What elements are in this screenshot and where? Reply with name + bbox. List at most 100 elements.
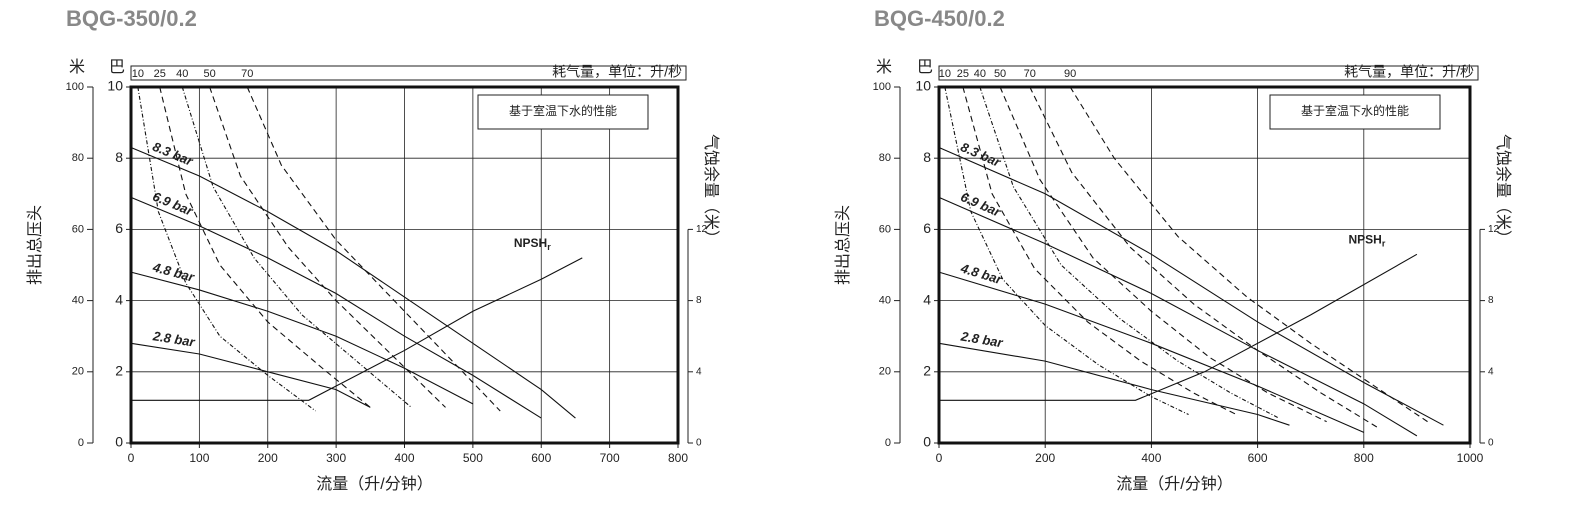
- y3-tick-label: 80: [72, 152, 84, 164]
- y3-tick-label: 100: [873, 81, 891, 93]
- curve-label: 4.8 bar: [958, 260, 1004, 287]
- y2-tick-label: 4: [1488, 366, 1494, 377]
- x-tick-label: 600: [531, 451, 551, 465]
- x-tick-label: 1000: [1457, 451, 1484, 465]
- note: 基于室温下水的性能: [1301, 103, 1409, 118]
- air-label: 25: [957, 68, 969, 80]
- curve: [939, 253, 1418, 401]
- air-label: 10: [132, 68, 144, 80]
- x-tick-label: 400: [1141, 451, 1161, 465]
- curve-label: NPSHr: [514, 236, 551, 252]
- top-scale-box: [130, 65, 687, 81]
- curve: [209, 86, 446, 408]
- y-axis-title: 排出总压头: [26, 205, 44, 285]
- curve: [1029, 86, 1381, 430]
- curve: [131, 257, 583, 401]
- y-tick-label: 0: [115, 434, 123, 450]
- y2-axis-title: 气蚀余量（米）: [1494, 134, 1513, 246]
- curve: [181, 86, 412, 408]
- x-tick-label: 600: [1248, 451, 1268, 465]
- x-tick-label: 100: [189, 451, 209, 465]
- x-tick-label: 800: [668, 451, 688, 465]
- air-label: 90: [1064, 68, 1076, 80]
- y2-tick-label: 12: [696, 224, 708, 235]
- curve: [999, 86, 1327, 423]
- y-tick-label: 4: [923, 291, 931, 307]
- air-label: 50: [994, 68, 1006, 80]
- curve-label: 2.8 bar: [151, 328, 197, 350]
- y-tick-label: 6: [115, 220, 123, 236]
- y-tick-label: 2: [115, 363, 123, 379]
- y2-tick-label: 0: [696, 438, 702, 449]
- curve: [938, 271, 1365, 433]
- y-axis-title: 排出总压头: [834, 205, 852, 285]
- y-tick-label: 10: [915, 78, 931, 94]
- air-label: 10: [939, 68, 951, 80]
- y2-tick-label: 12: [1488, 224, 1500, 235]
- air-label: 50: [204, 68, 216, 80]
- x-tick-label: 200: [1035, 451, 1055, 465]
- curve: [130, 196, 542, 419]
- curve-label: 4.8 bar: [150, 259, 196, 285]
- air-label: 40: [176, 68, 188, 80]
- curve-label-subscript: r: [547, 242, 551, 252]
- x-tick-label: 800: [1354, 451, 1374, 465]
- y-tick-label: 4: [115, 291, 123, 307]
- y2-axis-title: 气蚀余量（米）: [702, 134, 721, 246]
- y3-tick-label: 40: [879, 295, 891, 307]
- curve: [938, 342, 1290, 426]
- air-label: 70: [241, 68, 253, 80]
- y-tick-label: 6: [923, 220, 931, 236]
- curve: [938, 147, 1444, 426]
- curve: [137, 86, 316, 412]
- curve-label-name: NPSH: [1348, 232, 1381, 246]
- curve-label-name: NPSH: [514, 236, 547, 250]
- y-tick-label: 8: [923, 149, 931, 165]
- chart-title: BQG-350/0.2: [66, 6, 197, 31]
- x-tick-label: 400: [394, 451, 414, 465]
- note: 基于室温下水的性能: [509, 103, 617, 118]
- y3-unit: 米: [69, 58, 85, 76]
- top-scale-label: 耗气量，单位：升/秒: [552, 64, 682, 80]
- curve: [130, 147, 576, 419]
- curve-label-subscript: r: [1382, 239, 1386, 249]
- plot-border: [937, 85, 1472, 445]
- x-tick-label: 300: [326, 451, 346, 465]
- y2-tick-label: 0: [1488, 438, 1494, 449]
- top-scale-box: [938, 65, 1479, 81]
- note-box: [477, 94, 649, 130]
- curve: [1069, 86, 1428, 423]
- y-tick-label: 2: [923, 363, 931, 379]
- chart-title: BQG-450/0.2: [874, 6, 1005, 31]
- y3-unit: 米: [876, 58, 892, 76]
- x-tick-label: 0: [936, 451, 943, 465]
- top-scale-label: 耗气量，单位：升/秒: [1344, 64, 1474, 80]
- curve: [246, 86, 501, 412]
- curve: [944, 86, 1189, 416]
- note-box: [1269, 94, 1441, 130]
- curve: [159, 86, 371, 408]
- y3-tick-label: 60: [879, 223, 891, 235]
- y-unit: 巴: [109, 59, 125, 76]
- curve: [938, 196, 1418, 437]
- x-tick-label: 200: [258, 451, 278, 465]
- y3-tick-label: 20: [879, 366, 891, 378]
- curve: [962, 86, 1237, 416]
- air-label: 25: [154, 68, 166, 80]
- y-unit: 巴: [917, 59, 933, 76]
- y3-tick-label: 100: [66, 81, 84, 93]
- y3-tick-label: 0: [885, 437, 891, 449]
- x-tick-label: 0: [128, 451, 135, 465]
- y3-tick-label: 40: [72, 295, 84, 307]
- curve-label: NPSHr: [1348, 232, 1385, 248]
- y-tick-label: 10: [107, 78, 123, 94]
- curve: [130, 342, 371, 408]
- y-tick-label: 0: [923, 434, 931, 450]
- air-label: 70: [1024, 68, 1036, 80]
- y3-tick-label: 80: [879, 152, 891, 164]
- y3-tick-label: 60: [72, 223, 84, 235]
- y3-tick-label: 0: [78, 437, 84, 449]
- y2-tick-label: 8: [1488, 295, 1494, 306]
- air-label: 40: [974, 68, 986, 80]
